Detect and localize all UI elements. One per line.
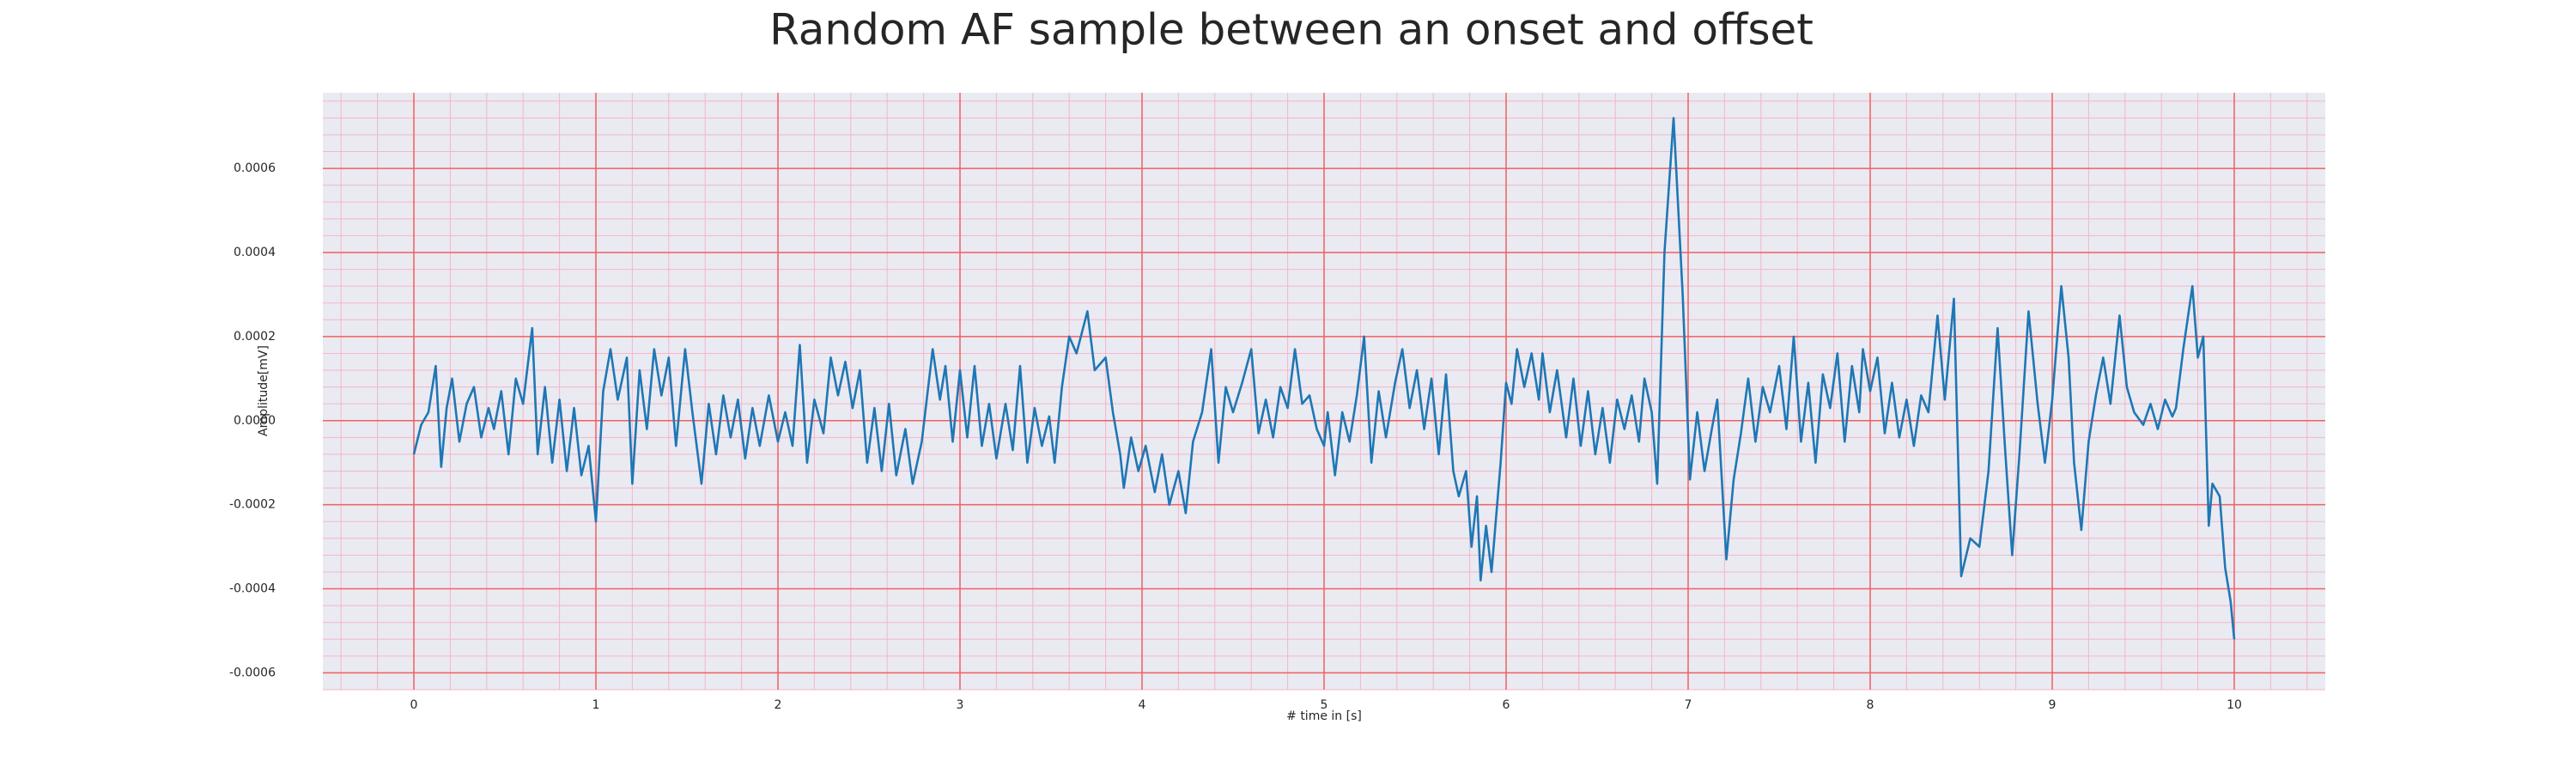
grid — [323, 93, 2325, 691]
y-axis-label: Amplitude[mV] — [257, 345, 270, 436]
x-tick-label: 2 — [775, 698, 782, 712]
x-tick-label: 5 — [1321, 698, 1328, 712]
y-tick-label: 0.0002 — [234, 330, 276, 344]
y-tick-label: 0.0004 — [234, 246, 276, 259]
y-tick-label: -0.0006 — [229, 666, 276, 679]
marks — [412, 117, 2236, 640]
chart-title: Random AF sample between an onset and of… — [769, 5, 1814, 55]
labels: 0 1 2 3 4 5 6 7 8 9 10 -0.0006 -0.0004 -0.0002 0.0000 0… — [229, 161, 2242, 712]
y-tick-label: -0.0002 — [229, 498, 276, 512]
y-tick-label: 0.0006 — [234, 161, 276, 175]
x-tick-label: 4 — [1139, 698, 1146, 712]
y-tick-label: 0.0000 — [234, 414, 276, 428]
x-tick-label: 9 — [2049, 698, 2057, 712]
x-axis-label: # time in [s] — [1286, 709, 1362, 723]
x-tick-label: 7 — [1685, 698, 1692, 712]
x-tick-label: 6 — [1503, 698, 1510, 712]
y-tick-label: -0.0004 — [229, 582, 276, 596]
signal-line — [412, 117, 2236, 640]
x-tick-label: 0 — [410, 698, 418, 712]
x-tick-label: 8 — [1867, 698, 1874, 712]
x-tick-label: 10 — [2227, 698, 2242, 712]
x-tick-label: 3 — [957, 698, 964, 712]
x-tick-label: 1 — [592, 698, 600, 712]
